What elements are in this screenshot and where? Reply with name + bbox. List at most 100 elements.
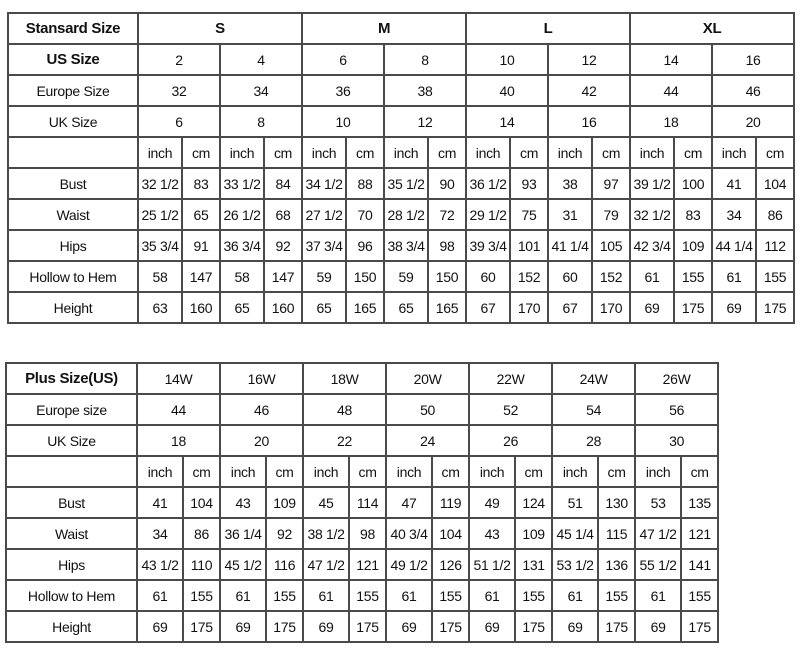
size-group-header: L bbox=[465, 12, 632, 45]
measurement-value: 49 bbox=[468, 486, 517, 519]
measurement-value: 35 3/4 bbox=[137, 229, 183, 262]
us-size: 18W bbox=[302, 362, 388, 395]
measurement-value: 61 bbox=[551, 579, 600, 612]
measurement-value: 34 bbox=[136, 517, 184, 550]
measurement-value: 155 bbox=[348, 579, 388, 612]
unit-cm: cm bbox=[591, 136, 632, 169]
uk-size: 30 bbox=[634, 424, 720, 457]
measurement-value: 97 bbox=[591, 167, 632, 200]
europe-size: 36 bbox=[301, 74, 386, 107]
europe-size-row: Europe size 44 46 48 50 52 54 56 bbox=[5, 393, 720, 426]
measurement-value: 60 bbox=[547, 260, 594, 293]
measurement-value: 28 1/2 bbox=[383, 198, 430, 231]
row-label: UK Size bbox=[5, 424, 138, 457]
measurement-value: 90 bbox=[427, 167, 468, 200]
measurement-value: 65 bbox=[301, 291, 348, 324]
measurement-value: 86 bbox=[181, 517, 222, 550]
uk-size: 12 bbox=[383, 105, 468, 138]
us-size: 16 bbox=[711, 43, 796, 76]
measurement-value: 160 bbox=[262, 291, 304, 324]
measurement-value: 59 bbox=[383, 260, 430, 293]
measurement-value: 68 bbox=[262, 198, 304, 231]
measurement-value: 69 bbox=[219, 610, 268, 643]
us-size-row: US Size 2 4 6 8 10 12 14 16 bbox=[7, 43, 796, 76]
measurement-value: 43 bbox=[468, 517, 517, 550]
measurement-value: 63 bbox=[137, 291, 183, 324]
uk-size-row: UK Size 18 20 22 24 26 28 30 bbox=[5, 424, 720, 457]
measurement-value: 32 1/2 bbox=[137, 167, 183, 200]
measurement-value: 69 bbox=[551, 610, 600, 643]
measurement-value: 135 bbox=[680, 486, 720, 519]
measurement-value: 36 1/4 bbox=[219, 517, 268, 550]
europe-size: 44 bbox=[629, 74, 714, 107]
measurement-value: 121 bbox=[680, 517, 720, 550]
uk-size: 24 bbox=[385, 424, 471, 457]
measurement-value: 160 bbox=[181, 291, 221, 324]
uk-size: 6 bbox=[137, 105, 221, 138]
measurement-value: 98 bbox=[427, 229, 468, 262]
measurement-value: 124 bbox=[514, 486, 554, 519]
measurement-value: 126 bbox=[431, 548, 471, 581]
measurement-value: 65 bbox=[181, 198, 221, 231]
measurement-value: 170 bbox=[591, 291, 632, 324]
measurement-value: 69 bbox=[711, 291, 758, 324]
unit-row: inch cm inch cm inch cm inch cm inch cm inch cm inch… bbox=[5, 455, 720, 488]
measurement-value: 147 bbox=[262, 260, 304, 293]
measurement-value: 47 bbox=[385, 486, 434, 519]
row-label: Bust bbox=[7, 167, 139, 200]
europe-size: 54 bbox=[551, 393, 637, 426]
uk-size-row: UK Size 6 8 10 12 14 16 18 20 bbox=[7, 105, 796, 138]
empty-cell bbox=[7, 136, 139, 169]
measurement-value: 165 bbox=[427, 291, 468, 324]
measurement-value: 175 bbox=[673, 291, 714, 324]
measurement-value: 61 bbox=[634, 579, 683, 612]
uk-size: 14 bbox=[465, 105, 550, 138]
measurement-value: 59 bbox=[301, 260, 348, 293]
measurement-value: 49 1/2 bbox=[385, 548, 434, 581]
row-label: Waist bbox=[5, 517, 138, 550]
measurement-value: 175 bbox=[265, 610, 305, 643]
row-label: Europe Size bbox=[7, 74, 139, 107]
unit-cm: cm bbox=[427, 136, 468, 169]
us-size: 4 bbox=[218, 43, 304, 76]
europe-size: 44 bbox=[135, 393, 222, 426]
row-label: UK Size bbox=[7, 105, 139, 138]
measurement-value: 88 bbox=[345, 167, 386, 200]
measurement-value: 67 bbox=[547, 291, 594, 324]
measurement-value: 25 1/2 bbox=[137, 198, 183, 231]
measurement-value: 130 bbox=[597, 486, 637, 519]
unit-inch: inch bbox=[629, 136, 676, 169]
europe-size: 34 bbox=[218, 74, 304, 107]
unit-inch: inch bbox=[547, 136, 594, 169]
europe-size: 48 bbox=[302, 393, 388, 426]
measurement-value: 29 1/2 bbox=[465, 198, 512, 231]
us-size: 8 bbox=[383, 43, 468, 76]
europe-size: 50 bbox=[385, 393, 471, 426]
europe-size: 46 bbox=[711, 74, 796, 107]
measurement-value: 35 1/2 bbox=[383, 167, 430, 200]
measurement-row: Waist 34 86 36 1/4 92 38 1/2 98 40 3/4 104 43 109 4… bbox=[5, 517, 720, 550]
measurement-value: 39 1/2 bbox=[629, 167, 676, 200]
measurement-value: 96 bbox=[345, 229, 386, 262]
measurement-value: 53 1/2 bbox=[551, 548, 600, 581]
measurement-value: 100 bbox=[673, 167, 714, 200]
uk-size: 18 bbox=[135, 424, 222, 457]
measurement-value: 55 1/2 bbox=[634, 548, 683, 581]
measurement-value: 70 bbox=[345, 198, 386, 231]
europe-size: 56 bbox=[634, 393, 720, 426]
row-label: Bust bbox=[5, 486, 138, 519]
unit-cm: cm bbox=[265, 455, 305, 488]
measurement-value: 150 bbox=[345, 260, 386, 293]
measurement-value: 60 bbox=[465, 260, 512, 293]
standard-size-chart: Stansard Size S M L XL US Size 2 4 6 8 10 12 14 16 Eur… bbox=[7, 12, 796, 324]
measurement-value: 33 1/2 bbox=[219, 167, 265, 200]
measurement-value: 53 bbox=[634, 486, 683, 519]
unit-inch: inch bbox=[468, 455, 517, 488]
measurement-value: 69 bbox=[136, 610, 184, 643]
measurement-value: 44 1/4 bbox=[711, 229, 758, 262]
measurement-value: 69 bbox=[629, 291, 676, 324]
uk-size: 16 bbox=[547, 105, 632, 138]
measurement-value: 105 bbox=[591, 229, 632, 262]
unit-inch: inch bbox=[465, 136, 512, 169]
measurement-value: 61 bbox=[302, 579, 351, 612]
